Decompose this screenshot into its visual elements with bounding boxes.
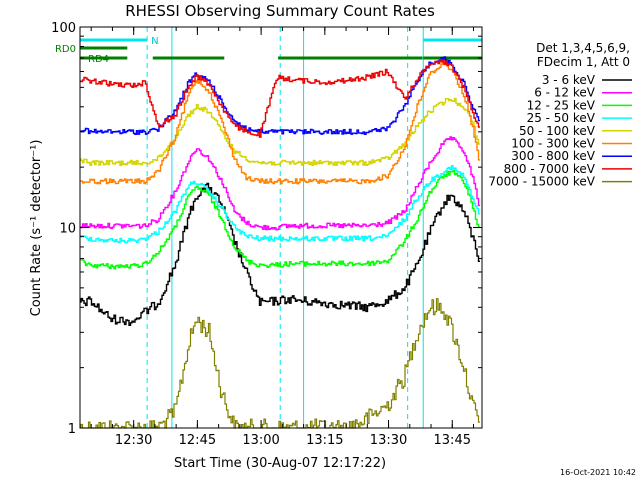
y-axis-label: Count Rate (s⁻¹ detector⁻¹)	[29, 140, 44, 317]
legend-label: 25 - 50 keV	[527, 111, 596, 125]
x-tick-label: 13:15	[306, 433, 343, 448]
flag-bars: N RD0 RD4	[55, 36, 482, 65]
legend-header-line-1: Det 1,3,4,5,6,9,	[536, 41, 630, 55]
x-tick-label: 12:30	[115, 433, 152, 448]
series-line-6-12keV-kev	[80, 136, 480, 231]
series-line-800-7000keV-kev	[80, 59, 480, 138]
series-line-100-300keV-kev	[80, 62, 480, 185]
series-line-50-100keV-kev	[80, 97, 480, 167]
legend-label: 800 - 7000 keV	[504, 162, 596, 176]
legend-label: 50 - 100 keV	[519, 124, 596, 138]
flag-label-rd0: RD0	[55, 44, 76, 55]
legend-label: 7000 - 15000 keV	[488, 175, 595, 189]
y-tick-label: 1	[68, 422, 76, 437]
series-line-25-50keV-kev	[80, 165, 480, 244]
x-tick-label: 13:30	[370, 433, 407, 448]
flag-label-rd4: RD4	[88, 54, 109, 65]
legend-label: 6 - 12 keV	[534, 86, 596, 100]
y-tick-label: 100	[51, 21, 76, 36]
series-line-300-800keV-kev	[80, 56, 480, 135]
flag-label-n: N	[151, 36, 158, 47]
legend-label: 3 - 6 keV	[542, 73, 596, 87]
series-line-12-25keV-kev	[80, 170, 480, 270]
legend-label: 300 - 800 keV	[511, 149, 595, 163]
x-tick-label: 13:45	[434, 433, 471, 448]
footer-date: 16-Oct-2021 10:42	[560, 468, 636, 477]
series-line-3-6keV-kev	[80, 182, 480, 326]
y-tick-label: 10	[59, 222, 76, 237]
legend-header-line-2: FDecim 1, Att 0	[537, 55, 630, 69]
x-axis-label: Start Time (30-Aug-07 12:17:22)	[174, 456, 386, 471]
chart-title: RHESSI Observing Summary Count Rates	[125, 2, 435, 20]
day-interval-lines	[146, 27, 424, 428]
x-tick-label: 13:00	[242, 433, 279, 448]
legend-label: 100 - 300 keV	[511, 137, 595, 151]
y-axis-ticks: 1 10 100	[51, 21, 482, 437]
x-axis-ticks: 12:30 12:45 13:00 13:15 13:30 13:45	[90, 27, 475, 448]
legend-label: 12 - 25 keV	[527, 98, 596, 112]
x-tick-label: 12:45	[179, 433, 216, 448]
